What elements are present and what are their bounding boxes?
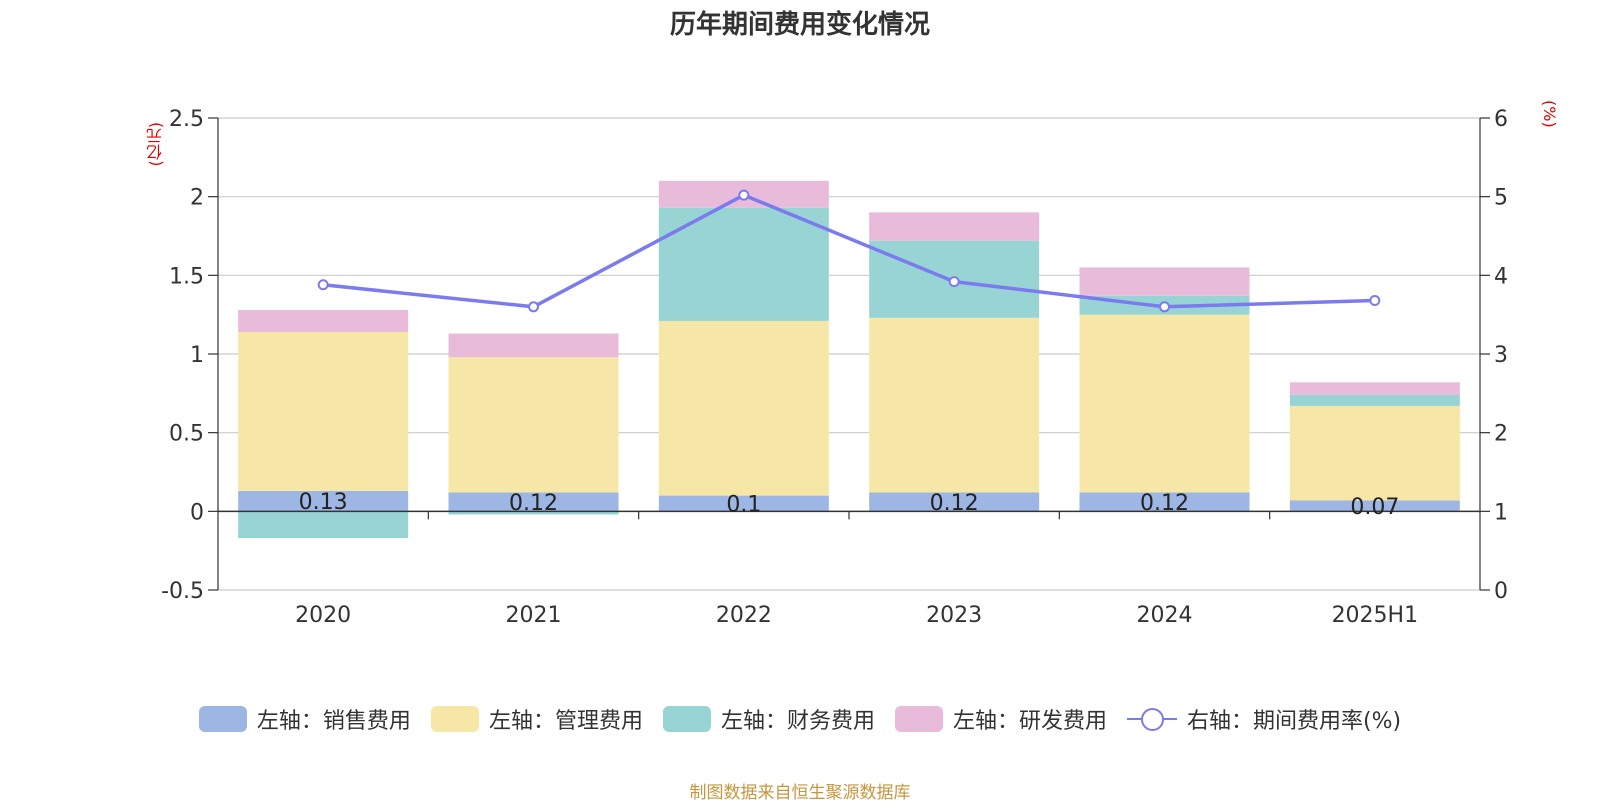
bar-1-2023 (869, 317, 1040, 493)
bar-1-2025H1 (1289, 405, 1460, 501)
legend-label-rnd: 左轴：研发费用 (952, 709, 1107, 734)
bar-1-2020 (238, 331, 409, 491)
bar-3-2025H1 (1289, 382, 1460, 395)
left-axis-tick-label: 0 (190, 500, 204, 525)
right-axis-tick-label: 0 (1494, 579, 1508, 604)
x-axis-tick-label: 2021 (506, 603, 562, 628)
bar-2-2022 (658, 207, 829, 321)
bar-2-2020 (238, 511, 409, 539)
bar-1-2021 (448, 357, 619, 493)
left-axis-tick-label: 1 (190, 343, 204, 368)
bar-2-2021 (448, 511, 619, 515)
bar-3-2023 (869, 212, 1040, 241)
legend-swatch-finance (662, 706, 711, 732)
left-axis-tick-label: 2.5 (169, 107, 204, 132)
x-axis-tick-label: 2022 (716, 603, 772, 628)
bar-0-2022 (658, 495, 829, 512)
right-axis-unit: (%) (1540, 100, 1559, 128)
right-axis-tick-label: 2 (1494, 422, 1508, 447)
right-axis-tick-label: 6 (1494, 107, 1508, 132)
legend-label-finance: 左轴：财务费用 (720, 709, 875, 734)
right-axis-tick-label: 3 (1494, 343, 1508, 368)
chart-canvas: -0.5 0 0.5 1 1.5 2 2.5 0 1 2 3 4 5 6 2020 2021 2022 2023 2… (161, 107, 1508, 628)
chart-title: 历年期间费用变化情况 (669, 10, 930, 40)
data-label: 0.12 (930, 491, 979, 516)
legend-item-sales[interactable]: 左轴：销售费用 (198, 703, 411, 735)
data-label: 0.12 (1140, 491, 1189, 516)
legend-item-rnd[interactable]: 左轴：研发费用 (894, 703, 1107, 735)
legend-swatch-rnd (894, 706, 943, 732)
rate-point (1159, 301, 1170, 313)
rate-point (528, 301, 539, 313)
x-axis-tick-label: 2024 (1137, 603, 1193, 628)
left-axis-tick-label: 0.5 (169, 422, 204, 447)
x-axis-tick-label: 2023 (926, 603, 982, 628)
left-axis-tick-label: 1.5 (169, 264, 204, 289)
legend-label-sales: 左轴：销售费用 (256, 709, 411, 734)
x-axis-tick-label: 2020 (295, 603, 351, 628)
rate-line (322, 193, 1375, 309)
data-label: 0.1 (726, 492, 761, 517)
bar-2-2025H1 (1289, 394, 1460, 406)
data-label: 0.07 (1350, 495, 1399, 520)
legend-item-finance[interactable]: 左轴：财务费用 (662, 703, 875, 735)
right-axis-tick-label: 4 (1494, 264, 1508, 289)
legend-swatch-rate (1126, 706, 1177, 732)
x-axis-tick-label: 2025H1 (1332, 603, 1419, 628)
left-axis-tick-label: 2 (190, 186, 204, 211)
right-axis-tick-label: 1 (1494, 500, 1508, 525)
left-axis-tick-label: -0.5 (161, 579, 204, 604)
rate-point (738, 189, 750, 201)
bar-0-2025H1 (1289, 500, 1460, 512)
data-label: 0.13 (299, 490, 348, 515)
rate-point (317, 279, 329, 291)
bar-3-2020 (238, 309, 409, 332)
data-source-note: 制图数据来自恒生聚源数据库 (689, 783, 911, 803)
bar-1-2022 (658, 320, 829, 496)
bar-0-2020 (238, 490, 409, 512)
rate-point (1369, 295, 1381, 307)
legend-item-admin[interactable]: 左轴：管理费用 (430, 703, 643, 735)
bar-0-2021 (448, 492, 619, 512)
legend-item-rate[interactable]: 右轴：期间费用率(%) (1126, 703, 1402, 735)
bar-0-2024 (1079, 492, 1250, 512)
rate-point (948, 276, 960, 288)
bar-0-2023 (869, 492, 1040, 512)
bar-3-2021 (448, 333, 619, 358)
right-axis-tick-label: 5 (1494, 186, 1508, 211)
legend-swatch-admin (430, 706, 479, 732)
data-label: 0.12 (509, 491, 558, 516)
bar-3-2024 (1079, 267, 1250, 296)
legend-swatch-sales (198, 706, 247, 732)
legend: 左轴：销售费用 左轴：管理费用 左轴：财务费用 左轴：研发费用 右轴：期间费用率… (0, 703, 1600, 735)
legend-label-rate: 右轴：期间费用率(%) (1186, 709, 1402, 734)
legend-label-admin: 左轴：管理费用 (488, 709, 643, 734)
bar-1-2024 (1079, 314, 1250, 493)
